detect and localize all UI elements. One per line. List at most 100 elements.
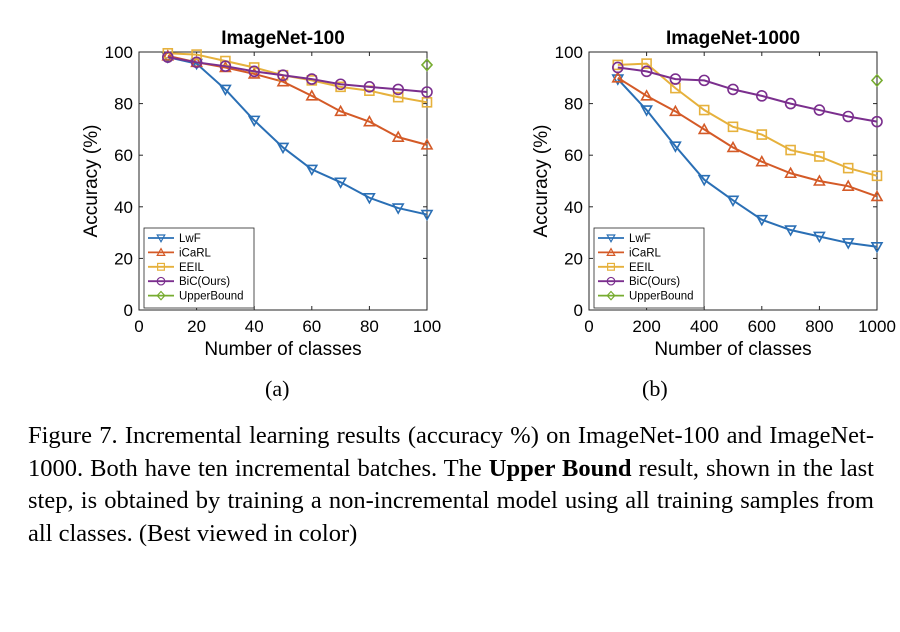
data-point — [813, 231, 826, 244]
x-tick-label: 100 — [413, 317, 441, 336]
data-point — [727, 83, 739, 96]
data-point — [219, 60, 232, 72]
data-point — [641, 58, 652, 69]
data-point — [698, 104, 710, 116]
legend-label: UpperBound — [629, 291, 694, 303]
y-tick-label: 0 — [574, 301, 583, 320]
legend-swatch-marker — [157, 262, 165, 271]
legend-swatch-marker — [156, 234, 166, 243]
data-point — [871, 115, 883, 128]
data-point — [363, 81, 376, 93]
subcaption-b: (b) — [642, 376, 668, 401]
x-tick-label: 800 — [805, 317, 833, 336]
legend-swatch-marker — [606, 247, 616, 257]
data-point — [640, 89, 653, 101]
data-point — [755, 214, 769, 227]
chart-imagenet-100: ImageNet-100 0 20 40 60 80 100 0 20 40 60 80 100 Numb… — [81, 28, 441, 360]
data-point — [841, 238, 855, 250]
legend-swatch-marker — [156, 276, 166, 286]
legend: LwF iCaRL EEIL BiC(Ours) UpperBound — [593, 227, 705, 309]
series-line — [617, 78, 878, 248]
data-point — [842, 110, 855, 123]
caption-text-after: result, shown in the last step, is obtai… — [28, 454, 874, 547]
data-point — [813, 174, 826, 186]
legend-label: BiC(Ours) — [179, 276, 230, 288]
legend-label: BiC(Ours) — [629, 276, 680, 288]
legend-box — [143, 227, 255, 309]
data-point — [161, 49, 175, 61]
x-tick-label: 400 — [690, 317, 718, 336]
x-tick-label: 0 — [134, 317, 143, 336]
x-tick-label: 200 — [632, 317, 660, 336]
data-point — [276, 142, 290, 155]
data-point — [219, 84, 232, 97]
data-point — [755, 90, 768, 102]
data-point — [248, 65, 260, 78]
series-bic-ours- — [162, 51, 433, 98]
data-point — [611, 71, 625, 83]
y-tick-label: 20 — [114, 249, 133, 268]
data-point — [640, 105, 653, 117]
data-point — [871, 170, 883, 182]
series-line — [167, 56, 428, 93]
data-point — [392, 91, 404, 103]
data-point — [334, 78, 347, 91]
data-point — [697, 174, 711, 187]
y-tick-label: 80 — [564, 95, 583, 114]
data-point — [784, 166, 797, 179]
y-tick-label: 0 — [124, 301, 133, 320]
data-point — [277, 69, 289, 82]
data-point — [421, 97, 433, 108]
x-tick-label: 0 — [584, 317, 593, 336]
data-point — [391, 130, 405, 142]
x-tick-label: 1000 — [858, 317, 896, 336]
figure-caption: Figure 7. Incremental learning results (… — [28, 420, 874, 550]
data-point — [612, 61, 624, 74]
data-point — [755, 155, 769, 167]
x-tick-label: 20 — [187, 317, 206, 336]
x-axis-label: Number of classes — [654, 339, 811, 360]
data-point — [420, 209, 434, 222]
caption-text-before: Figure 7. Incremental learning results (… — [28, 422, 874, 482]
chart-imagenet-1000: ImageNet-1000 0 200 400 600 800 1000 0 20 40 60 80 1… — [531, 28, 896, 360]
legend-box — [593, 227, 705, 309]
series-icarl — [611, 71, 884, 202]
data-point — [841, 179, 855, 191]
x-tick-label: 60 — [302, 317, 321, 336]
data-point — [162, 51, 174, 63]
data-point — [190, 56, 203, 69]
y-axis-label: Accuracy (%) — [81, 125, 102, 238]
y-axis-label: Accuracy (%) — [531, 125, 552, 238]
data-point — [334, 104, 347, 117]
data-point — [813, 104, 826, 116]
data-point — [726, 140, 740, 153]
data-point — [870, 189, 884, 202]
y-tick-label: 100 — [105, 43, 133, 62]
series-line — [617, 76, 878, 198]
data-point — [814, 151, 825, 162]
data-point — [669, 141, 682, 153]
legend-label: LwF — [179, 233, 201, 245]
data-point — [640, 65, 653, 78]
y-tick-label: 100 — [555, 43, 583, 62]
data-point — [842, 162, 854, 174]
x-tick-label: 40 — [245, 317, 264, 336]
legend-label: LwF — [629, 233, 651, 245]
legend-swatch-marker — [606, 276, 616, 286]
data-point — [784, 225, 797, 237]
x-tick-label: 80 — [360, 317, 379, 336]
data-point — [391, 203, 405, 215]
data-point — [305, 73, 318, 85]
data-point — [276, 75, 290, 87]
series-line — [167, 56, 428, 216]
y-tick-label: 80 — [114, 95, 133, 114]
data-point — [247, 67, 261, 79]
y-tick-label: 60 — [564, 146, 583, 165]
data-point — [421, 86, 433, 98]
legend-label: EEIL — [629, 262, 655, 274]
data-point — [784, 97, 797, 110]
data-point — [698, 74, 710, 87]
legend-swatch-marker — [156, 247, 166, 257]
series-bic-ours- — [612, 61, 883, 128]
